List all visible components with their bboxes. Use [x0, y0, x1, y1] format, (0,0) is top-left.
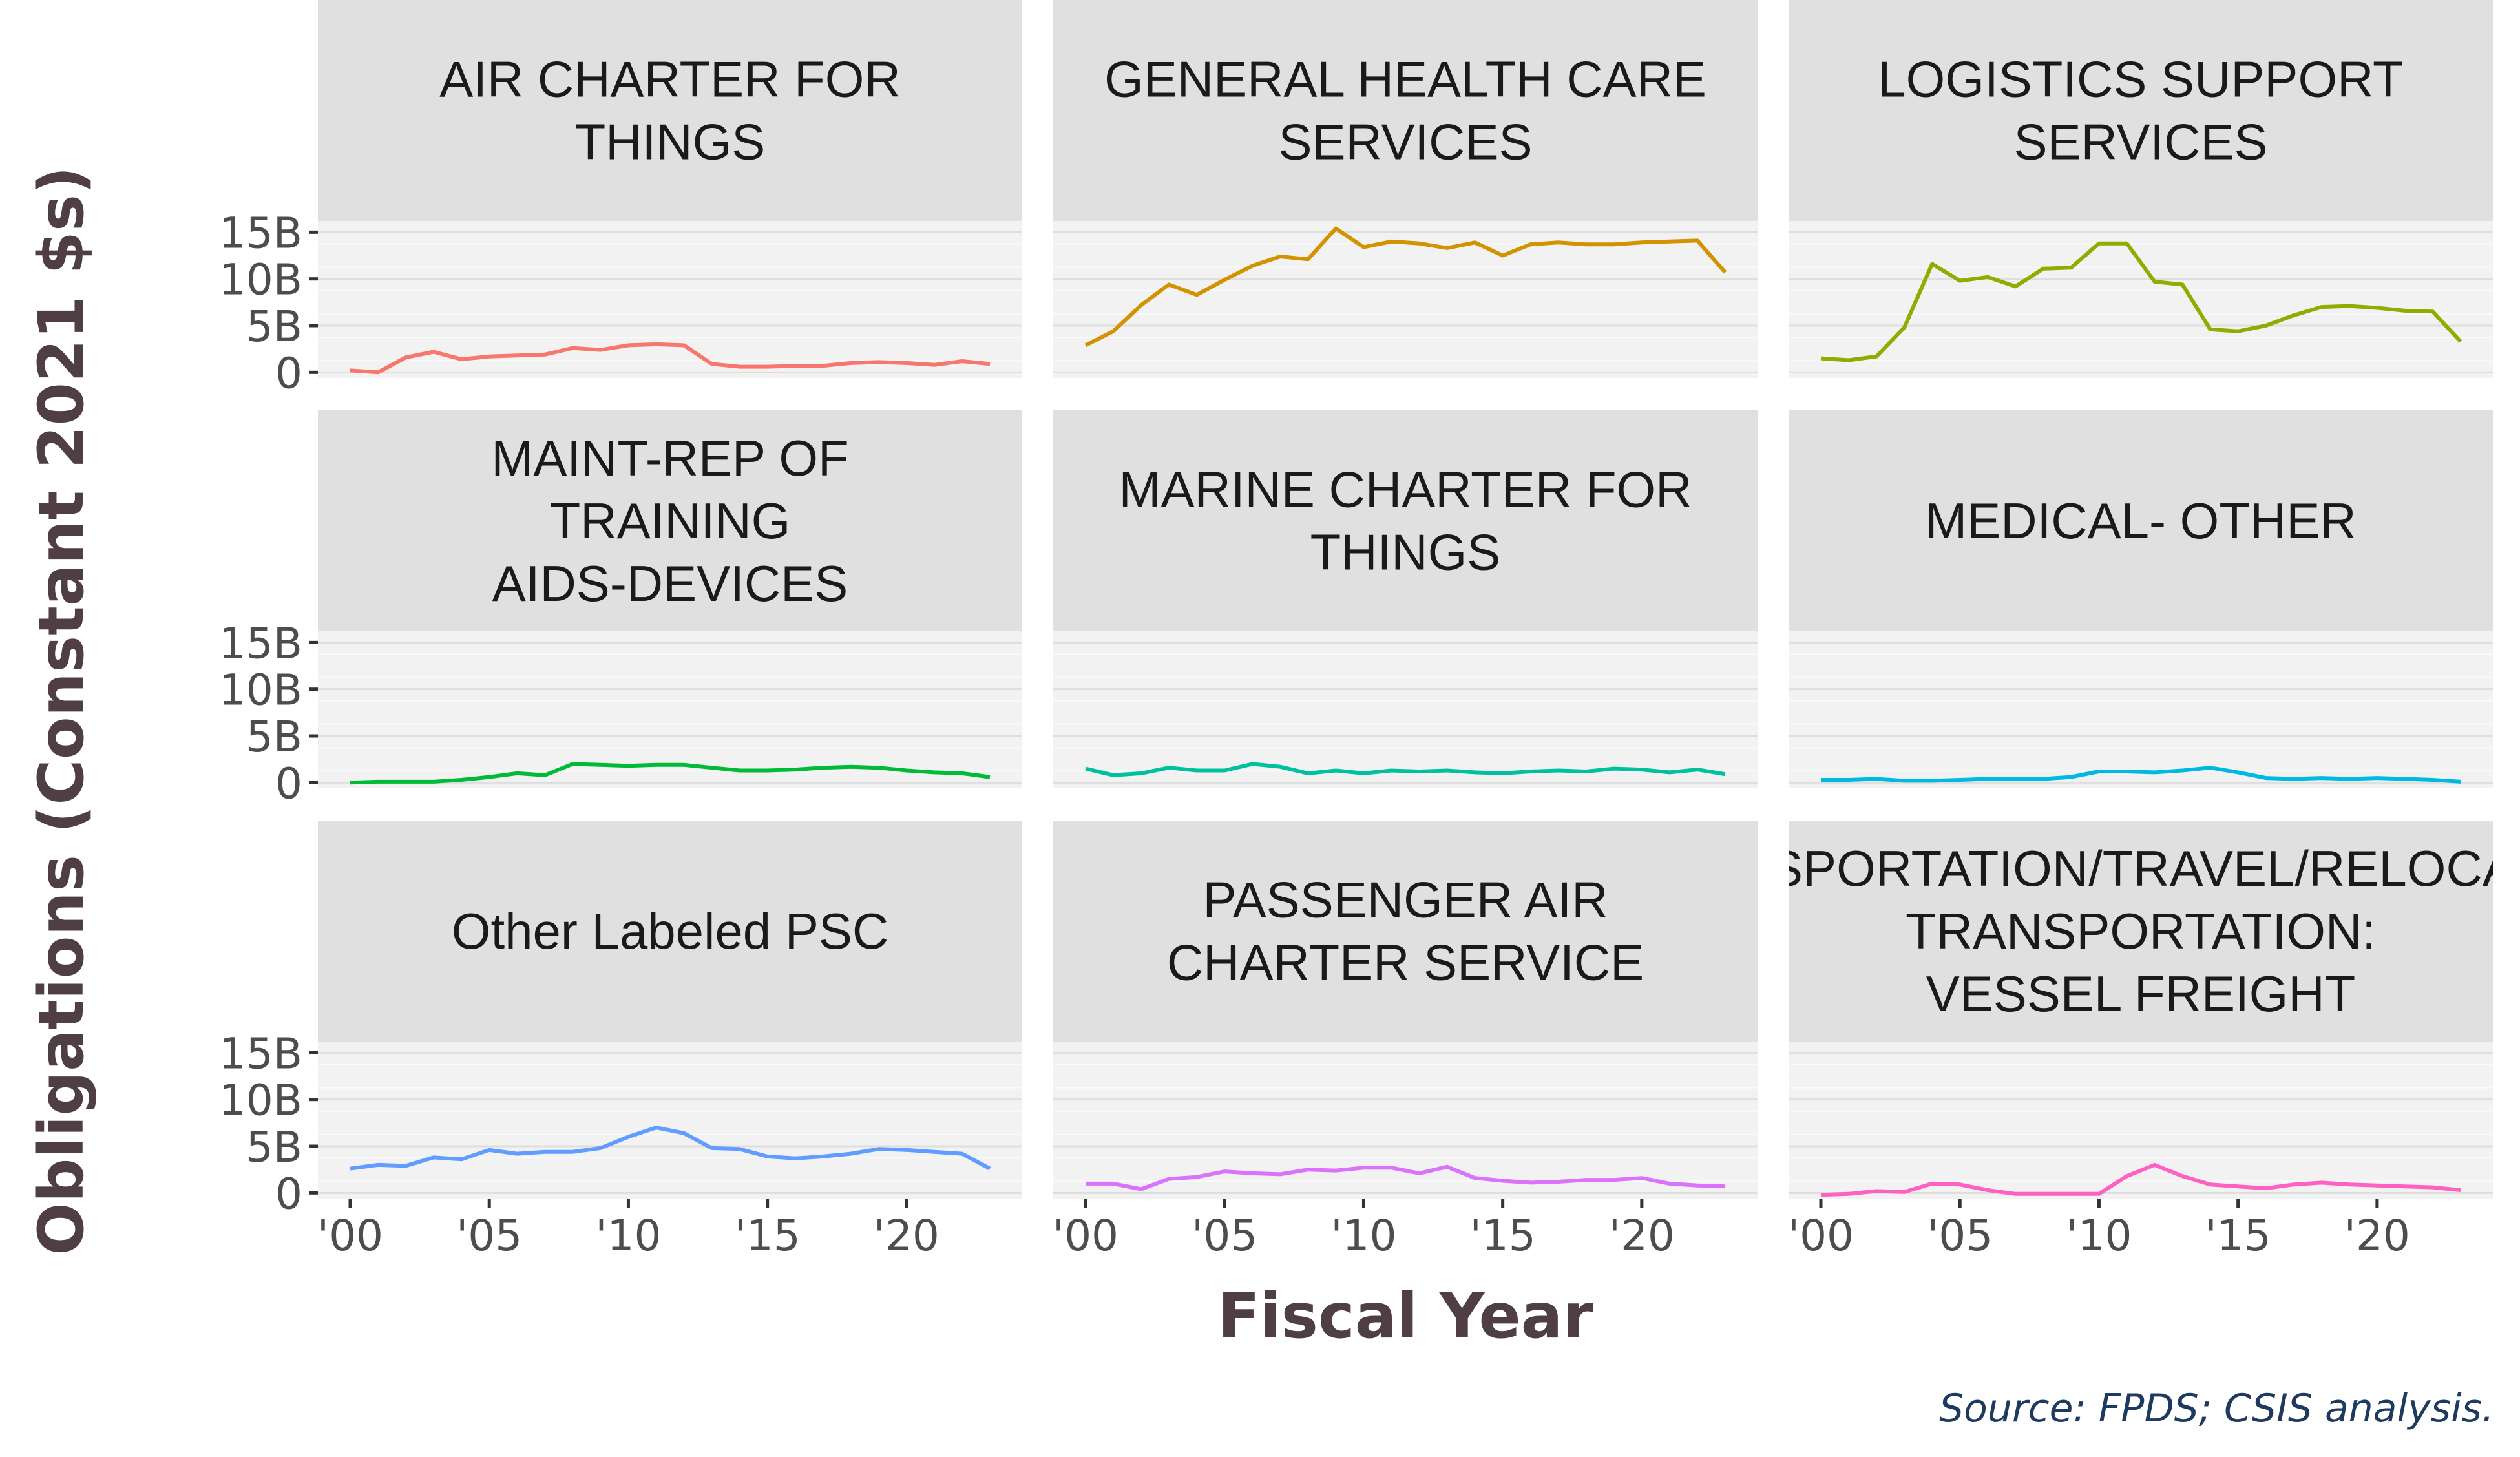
facet-panel: MEDICAL- OTHER [1789, 410, 2493, 788]
plot-background [1053, 1042, 1758, 1199]
facet-strip-line: Other Labeled PSC [452, 903, 888, 959]
facet-strip-line: MAINT-REP OF [491, 430, 848, 487]
series-line [1820, 1162, 2461, 1197]
series-line [350, 762, 991, 785]
x-tick-label: '10 [595, 1211, 661, 1261]
x-tick-label: '15 [2205, 1211, 2271, 1261]
plot-background [1053, 631, 1758, 788]
y-tick-label: 5B [246, 1122, 302, 1172]
facet-strip-line: SERVICES [1278, 114, 1532, 171]
facet-strip [1053, 0, 1758, 221]
facet-panel: TRANSPORTATION/TRAVEL/RELOCATION- TRANSPO… [1632, 821, 2520, 1261]
plot-background [1053, 221, 1758, 378]
y-tick-label: 10B [219, 1076, 302, 1126]
facet-panel: LOGISTICS SUPPORT SERVICES [1789, 0, 2493, 378]
facet-strip-line: TRANSPORTATION/TRAVEL/RELOCATION- [1632, 840, 2520, 897]
facet-strip-label: Other Labeled PSC [452, 903, 888, 959]
x-tick-label: '15 [735, 1211, 801, 1261]
facet-strip [318, 410, 1022, 631]
series-line [1821, 766, 2461, 784]
x-tick-label: '20 [874, 1211, 940, 1261]
facet-strip-line: TRAINING [550, 492, 791, 549]
facet-strip [1789, 410, 2493, 631]
y-tick-label: 15B [219, 208, 302, 258]
series-line [1086, 1164, 1726, 1191]
x-tick-label: '20 [2344, 1211, 2410, 1261]
facet-strip-label: GENERAL HEALTH CARE SERVICES [1104, 51, 1706, 171]
x-tick-label: '20 [1609, 1211, 1675, 1261]
facet-strip-label: TRANSPORTATION/TRAVEL/RELOCATION- TRANSPO… [1632, 840, 2520, 1022]
y-tick-label: 0 [275, 759, 302, 808]
facet-panel: PASSENGER AIR CHARTER SERVICE '00 '05 '10 '15… [1053, 821, 1758, 1261]
facet-strip-line: AIR CHARTER FOR [439, 51, 901, 108]
y-tick-label: 5B [246, 302, 302, 351]
facet-strip-line: PASSENGER AIR [1202, 872, 1608, 928]
facet-strip-line: VESSEL FREIGHT [1926, 965, 2356, 1022]
y-axis-title: Obligations (Constant 2021 $s) [25, 166, 98, 1255]
y-tick-label: 15B [219, 1029, 302, 1078]
series-line [350, 342, 991, 375]
x-tick-label: '05 [1192, 1211, 1257, 1261]
facet-strip-line: MEDICAL- OTHER [1925, 492, 2356, 549]
facet-strip [318, 821, 1022, 1042]
x-tick-label: '00 [1788, 1211, 1854, 1261]
x-tick-label: '05 [456, 1211, 522, 1261]
facet-strip-label: MARINE CHARTER FOR THINGS [1119, 461, 1692, 581]
facet-strip-line: THINGS [1310, 524, 1501, 581]
y-tick-label: 5B [246, 712, 302, 762]
source-caption: Source: FPDS; CSIS analysis. [1939, 1386, 2494, 1431]
series-line [1084, 226, 1727, 348]
x-tick-label: '10 [2066, 1211, 2132, 1261]
x-axis-title: Fiscal Year [1217, 1280, 1593, 1352]
facet-strip-label: PASSENGER AIR CHARTER SERVICE [1167, 872, 1644, 991]
y-tick-label: 0 [275, 1169, 302, 1219]
y-tick-label: 0 [275, 348, 302, 398]
y-tick-label: 15B [219, 618, 302, 668]
x-tick-label: '05 [1927, 1211, 1993, 1261]
facet-strip-line: TRANSPORTATION: [1906, 903, 2376, 959]
series-line [1820, 241, 2462, 362]
facet-panel: GENERAL HEALTH CARE SERVICES [1053, 0, 1758, 378]
facet-strip-line: CHARTER SERVICE [1167, 934, 1644, 991]
facet-strip-label: LOGISTICS SUPPORT SERVICES [1878, 51, 2403, 171]
facet-strip [1789, 821, 2493, 1042]
facet-strip-line: AIDS-DEVICES [492, 555, 848, 612]
x-tick-label: '10 [1330, 1211, 1396, 1261]
facet-strip [1789, 0, 2493, 221]
plot-background [1789, 221, 2493, 378]
y-tick-label: 10B [219, 666, 302, 715]
facet-panel: MARINE CHARTER FOR THINGS [1053, 410, 1758, 788]
facet-strip-label: MEDICAL- OTHER [1925, 492, 2356, 549]
plot-background [1789, 631, 2493, 788]
facet-strip [318, 0, 1022, 221]
x-tick-label: '15 [1470, 1211, 1536, 1261]
x-tick-label: '00 [1053, 1211, 1118, 1261]
facet-strip-line: GENERAL HEALTH CARE [1104, 51, 1706, 108]
facet-strip [1053, 410, 1758, 631]
plot-background [318, 1042, 1022, 1199]
facet-strip-label: AIR CHARTER FOR THINGS [439, 51, 901, 171]
y-tick-label: 10B [219, 255, 302, 305]
series-line [1085, 762, 1726, 777]
facet-strip-line: MARINE CHARTER FOR [1119, 461, 1692, 518]
facet-strip-line: THINGS [575, 114, 766, 171]
plot-background [318, 631, 1022, 788]
facet-strip [1053, 821, 1758, 1042]
plot-background [1789, 1042, 2493, 1199]
facet-strip-line: SERVICES [2013, 114, 2267, 171]
facet-strip-line: LOGISTICS SUPPORT [1878, 51, 2403, 108]
series-line [350, 1126, 991, 1171]
x-tick-label: '00 [317, 1211, 383, 1261]
